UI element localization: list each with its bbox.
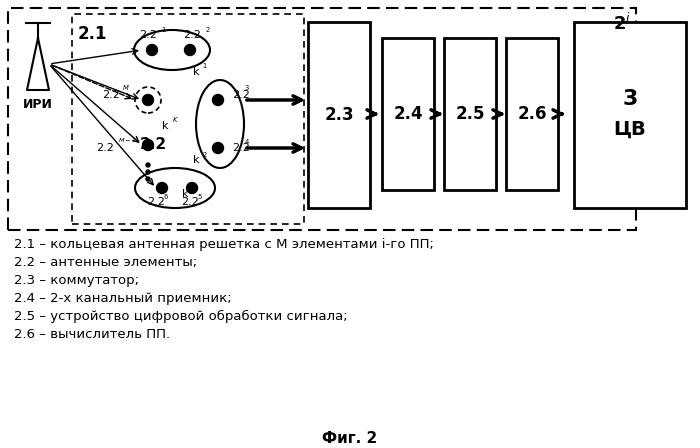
Text: Фиг. 2: Фиг. 2	[323, 431, 377, 445]
Text: k: k	[162, 121, 168, 131]
Text: $_3$: $_3$	[244, 83, 250, 93]
Text: 2.2: 2.2	[140, 137, 167, 151]
Bar	[444, 38, 496, 190]
Circle shape	[213, 95, 223, 105]
Text: 2.6: 2.6	[517, 105, 547, 123]
Circle shape	[146, 163, 150, 167]
Text: $_4$: $_4$	[244, 137, 250, 147]
Text: $_3$: $_3$	[191, 183, 197, 193]
Text: 2.6 – вычислитель ПП.: 2.6 – вычислитель ПП.	[14, 327, 170, 340]
Text: ИРИ: ИРИ	[23, 98, 53, 111]
Text: 2.4 – 2-х канальный приемник;: 2.4 – 2-х канальный приемник;	[14, 292, 232, 305]
Text: k: k	[193, 67, 200, 77]
Circle shape	[157, 182, 167, 194]
Text: $_M$: $_M$	[122, 83, 130, 93]
Text: 2.2: 2.2	[232, 143, 250, 153]
Circle shape	[213, 142, 223, 154]
Text: 2.2: 2.2	[181, 197, 199, 207]
Text: k: k	[182, 189, 188, 199]
Text: 2.5 – устройство цифровой обработки сигнала;: 2.5 – устройство цифровой обработки сигн…	[14, 310, 348, 323]
Text: $_2$: $_2$	[205, 25, 211, 35]
Text: $_K$: $_K$	[172, 115, 179, 125]
Text: 2.2: 2.2	[183, 30, 201, 40]
Text: $_5$: $_5$	[197, 192, 203, 202]
Bar	[382, 38, 434, 190]
Text: $_{M−1}$: $_{M−1}$	[118, 135, 136, 145]
Circle shape	[146, 170, 150, 174]
Text: 2.3 – коммутатор;: 2.3 – коммутатор;	[14, 273, 139, 287]
Text: 2.2: 2.2	[102, 90, 120, 100]
Text: 2.2: 2.2	[96, 143, 114, 153]
Bar	[308, 22, 370, 208]
Circle shape	[143, 139, 153, 151]
Text: 2.2: 2.2	[139, 30, 157, 40]
Text: $_6$: $_6$	[163, 192, 169, 202]
Text: 2: 2	[614, 15, 626, 33]
Text: ЦВ: ЦВ	[614, 120, 646, 138]
Text: 2.1 – кольцевая антенная решетка с M элементами i-го ПП;: 2.1 – кольцевая антенная решетка с M эле…	[14, 237, 434, 250]
Text: 2.1: 2.1	[78, 25, 108, 43]
Text: 2.2: 2.2	[232, 90, 250, 100]
Text: 2.3: 2.3	[324, 106, 354, 124]
Bar	[574, 22, 686, 208]
Text: $_1$: $_1$	[202, 61, 208, 71]
Text: 2.4: 2.4	[393, 105, 423, 123]
Text: $_2$: $_2$	[202, 150, 208, 160]
Text: $_1$: $_1$	[161, 25, 167, 35]
Bar	[506, 38, 558, 190]
Text: 2.2 – антенные элементы;: 2.2 – антенные элементы;	[14, 255, 197, 268]
Circle shape	[186, 182, 197, 194]
Text: 3: 3	[622, 89, 638, 109]
Bar	[72, 14, 304, 224]
Bar	[8, 8, 636, 230]
Circle shape	[146, 44, 158, 56]
Circle shape	[185, 44, 195, 56]
Text: 2.2: 2.2	[147, 197, 165, 207]
Circle shape	[146, 177, 150, 181]
Text: k: k	[193, 155, 200, 165]
Text: i: i	[626, 12, 629, 25]
Circle shape	[143, 95, 153, 105]
Text: 2.5: 2.5	[455, 105, 484, 123]
